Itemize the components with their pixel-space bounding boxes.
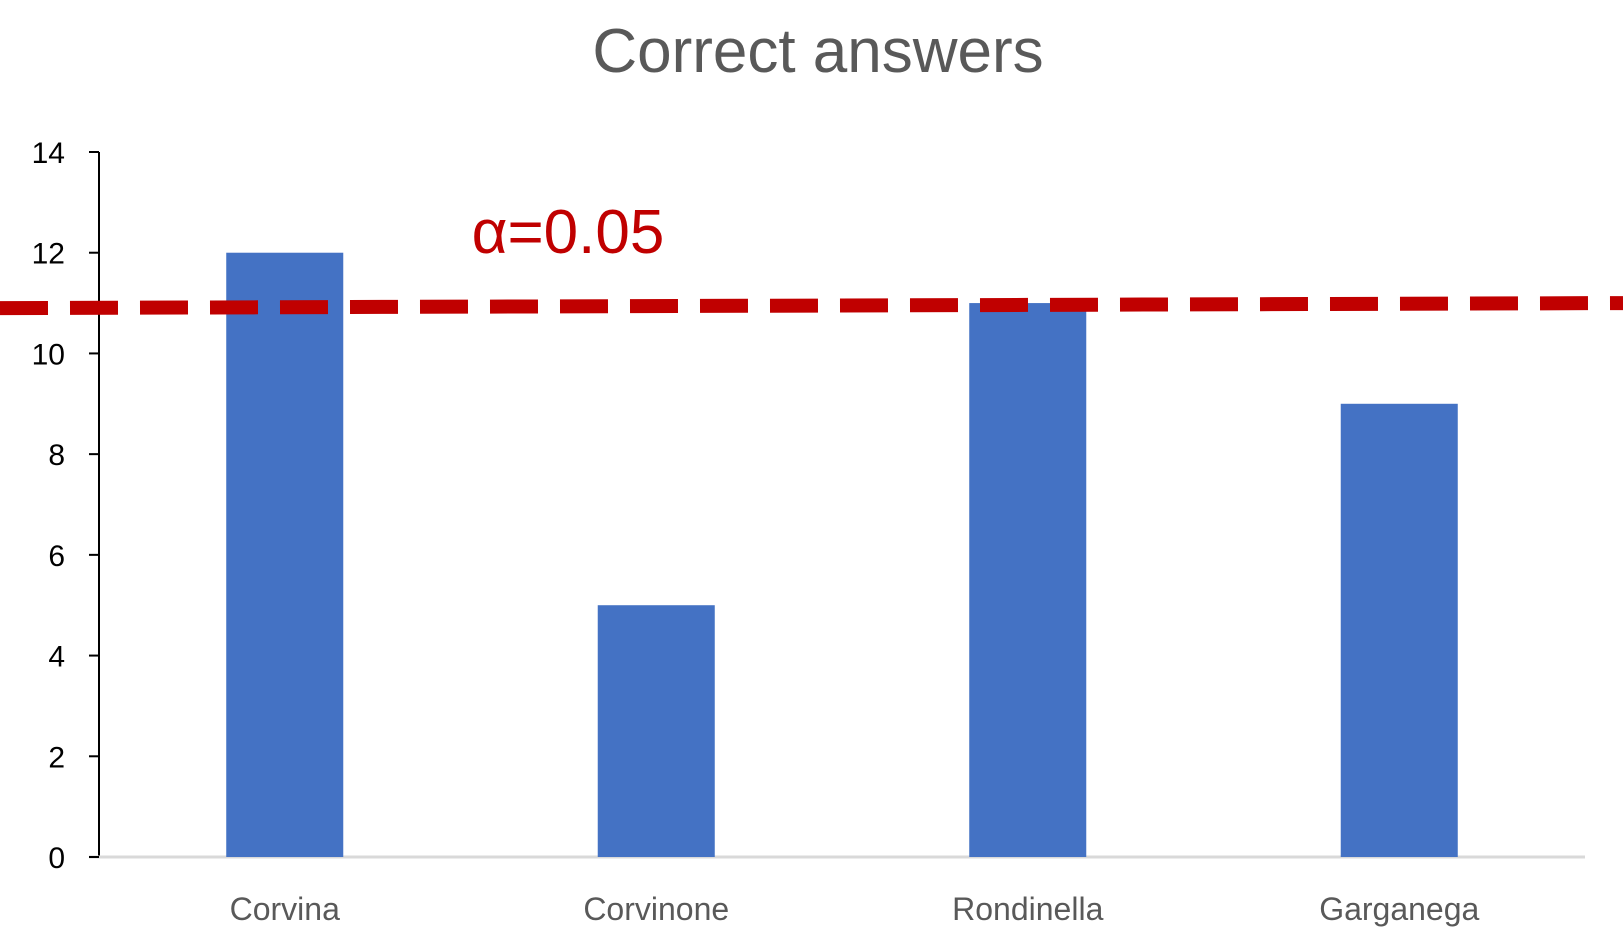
bar-rondinella [969,303,1087,858]
x-tick-label-corvina: Corvina [230,891,340,927]
y-tick-label: 10 [32,338,65,371]
x-tick-label-garganega: Garganega [1319,891,1479,927]
chart-title: Correct answers [592,17,1043,86]
y-tick-label: 6 [48,540,65,573]
bar-corvina [226,252,344,857]
threshold-label: α=0.05 [472,198,665,267]
x-tick-label-corvinone: Corvinone [583,891,729,927]
x-tick-label-rondinella: Rondinella [952,891,1103,927]
y-tick-label: 2 [48,741,65,774]
x-tick-labels: Corvina Corvinone Rondinella Garganega [230,891,1480,927]
bars [226,252,1458,858]
bar-garganega [1340,403,1458,857]
threshold-line [0,296,1623,316]
y-tick-label: 0 [48,842,65,875]
threshold-line-group [0,296,1623,316]
y-tick-label: 12 [32,238,65,271]
y-tick-label: 14 [32,137,65,170]
bar-corvinone [597,605,715,857]
y-tick-label: 4 [48,641,65,674]
y-tick-label: 8 [48,439,65,472]
